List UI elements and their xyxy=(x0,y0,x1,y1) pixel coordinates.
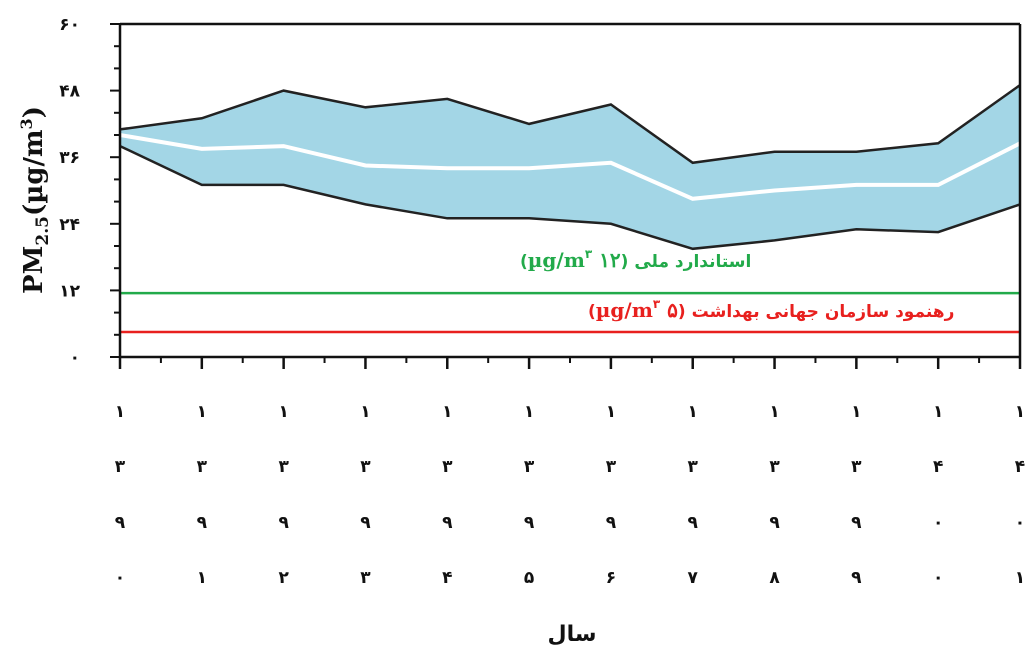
y-tick-label: ۱۲ xyxy=(59,281,80,301)
y-tick-label: ۳۶ xyxy=(59,148,80,168)
x-tick-label-layer: ۱ ۳ ۹ ۰ ۱ ۳ ۹ ۱ ۱ ۳ ۹ ۲ ۱ ۳ ۹ ۳ ۱ ۳ ۹ ۴ ۱ ۳ ۹ ۵ ۱ ۳ ۹ ۶ ۱ ۳ ۹ ۷ ۱ ۳ ۹ ۸ ۱ ۳ ۹ ۹… xyxy=(115,402,1025,588)
reference-label-1: استاندارد ملی (۱۲ µg/m۳) xyxy=(520,247,751,272)
x-axis-title: سال xyxy=(548,622,597,647)
y-tick-label: ۲۴ xyxy=(59,215,80,235)
upper-bound-line xyxy=(119,84,1021,165)
y-axis-title: PM2.5(µg/m3) xyxy=(17,106,53,294)
series-line-layer xyxy=(119,84,1021,251)
y-tick-label: ۴۸ xyxy=(59,82,80,102)
center-line xyxy=(119,133,1021,201)
y-tick-label: ۰ xyxy=(70,348,80,368)
axis-layer xyxy=(110,22,1022,369)
y-tick-label: ۶۰ xyxy=(59,15,80,35)
y-tick-label-layer: ۰ ۱۲ ۲۴ ۳۶ ۴۸ ۶۰ xyxy=(59,15,80,368)
reference-label-2: رهنمود سازمان جهانی بهداشت (۵ µg/m۳) xyxy=(588,297,954,322)
reference-line-layer: استاندارد ملی (۱۲ µg/m۳) رهنمود سازمان جه… xyxy=(120,247,1020,334)
lower-bound-line xyxy=(119,144,1021,251)
